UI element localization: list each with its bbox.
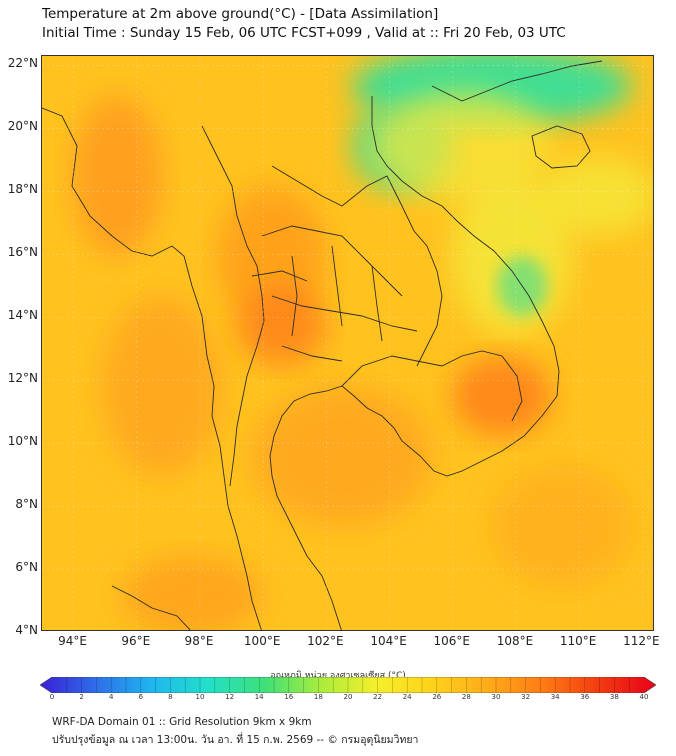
coastline-borneo	[111, 585, 191, 630]
temperature-blob	[72, 96, 162, 256]
border-laos	[271, 165, 443, 367]
longitude-label: 108°E	[496, 634, 534, 648]
temperature-blob	[102, 296, 222, 476]
longitude-label: 100°E	[243, 634, 281, 648]
coastline-west	[42, 107, 262, 630]
latitude-label: 10°N	[7, 434, 38, 449]
country-borders	[42, 60, 603, 630]
border-thai-myanmar	[201, 125, 265, 487]
longitude-label: 104°E	[370, 634, 407, 648]
coastline-gulf	[269, 96, 560, 630]
latitude-label: 12°N	[7, 371, 38, 386]
temperature-map[interactable]	[41, 55, 654, 631]
colorbar-tick-label: 2	[79, 693, 84, 701]
colorbar-tick-label: 34	[550, 693, 560, 701]
longitude-label: 102°E	[307, 634, 344, 648]
colorbar-tick-label: 38	[609, 693, 619, 701]
province-lines	[251, 225, 418, 362]
graticule	[42, 56, 653, 630]
latitude-label: 20°N	[7, 119, 38, 134]
longitude-label: 98°E	[184, 634, 214, 648]
coastline-china	[431, 60, 603, 102]
colorbar-tick-label: 24	[402, 693, 412, 701]
colorbar-tick-label: 10	[195, 693, 205, 701]
colorbar-tick-label: 14	[254, 693, 264, 701]
longitude-label: 94°E	[58, 634, 88, 648]
longitude-label: 112°E	[623, 634, 660, 648]
footer-model-info: WRF-DA Domain 01 :: Grid Resolution 9km …	[52, 716, 312, 728]
border-cambodia	[341, 350, 523, 422]
latitude-label: 14°N	[7, 308, 38, 323]
colorbar	[40, 677, 656, 693]
temperature-blob	[372, 91, 552, 201]
colorbar-label: อุณหภูมิ หน่วย องศาเซลเซียส (°C)	[270, 671, 406, 681]
colorbar-tick-label: 22	[373, 693, 383, 701]
colorbar-tick-label: 26	[432, 693, 442, 701]
longitude-label: 106°E	[433, 634, 471, 648]
colorbar-tick-label: 6	[138, 693, 144, 701]
colorbar-tick-label: 32	[521, 693, 531, 701]
footer-update-info: ปรับปรุงข้อมูล ณ เวลา 13:00น. วัน อา. ที…	[52, 734, 419, 746]
map-subtitle: Initial Time : Sunday 15 Feb, 06 UTC FCS…	[42, 25, 566, 41]
colorbar-tick-label: 20	[343, 693, 353, 701]
map-title: Temperature at 2m above ground(°C) - [Da…	[42, 6, 439, 22]
latitude-label: 18°N	[7, 182, 38, 197]
colorbar-tick-label: 12	[225, 693, 235, 701]
latitude-label: 6°N	[15, 560, 38, 575]
colorbar-tick-label: 16	[284, 693, 294, 701]
colorbar-tick-label: 8	[168, 693, 173, 701]
colorbar-tick-label: 36	[580, 693, 590, 701]
colorbar-tick-label: 18	[313, 693, 323, 701]
temperature-blob	[252, 386, 432, 526]
temperature-blob	[452, 356, 552, 436]
latitude-label: 8°N	[15, 497, 38, 512]
colorbar-tick-label: 30	[491, 693, 501, 701]
temperature-blob	[122, 556, 262, 630]
latitude-label: 22°N	[7, 56, 38, 71]
colorbar-tick-label: 0	[49, 693, 55, 701]
colorbar-tick-label: 28	[461, 693, 471, 701]
longitude-label: 110°E	[559, 634, 597, 648]
temperature-blob	[237, 286, 327, 366]
temperature-blob	[537, 156, 653, 236]
longitude-label: 96°E	[121, 634, 151, 648]
temperature-blob	[492, 466, 632, 586]
colorbar-tick-label: 40	[639, 693, 649, 701]
latitude-label: 4°N	[15, 623, 38, 637]
island-hainan	[531, 125, 591, 169]
latitude-label: 16°N	[7, 245, 38, 260]
colorbar-tick-label: 4	[108, 693, 114, 701]
